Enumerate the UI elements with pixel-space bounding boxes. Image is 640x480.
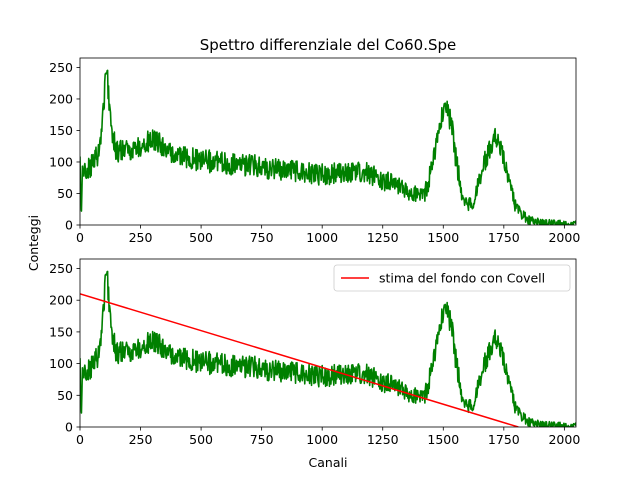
x-tick-label: 250: [129, 230, 153, 245]
x-tick-label: 0: [76, 230, 84, 245]
x-tick-label: 1500: [427, 432, 459, 447]
legend: stima del fondo con Covell: [333, 264, 571, 292]
bottom-panel: 0 250 500 750 1000 1250 1500 1750 2000 0 50 100 150 2…: [49, 258, 580, 447]
y-tick-label: 100: [49, 154, 73, 169]
y-tick-label: 150: [49, 324, 73, 339]
top-panel: 0 250 500 750 1000 1250 1500 1750 2000 0 50 100 150 2…: [49, 57, 580, 245]
y-tick-label: 200: [49, 293, 73, 308]
y-tick-label: 0: [65, 420, 73, 435]
x-tick-label: 2000: [548, 432, 580, 447]
x-tick-label: 1750: [488, 230, 520, 245]
y-tick-label: 200: [49, 91, 73, 106]
y-tick-label: 50: [57, 186, 73, 201]
y-tick-label: 100: [49, 356, 73, 371]
x-tick-label: 500: [189, 432, 213, 447]
x-tick-label: 1750: [488, 432, 520, 447]
x-tick-label: 1500: [427, 230, 459, 245]
x-tick-label: 0: [76, 432, 84, 447]
y-tick-label: 150: [49, 123, 73, 138]
x-tick-label: 1000: [306, 230, 338, 245]
background-estimate-line: [80, 293, 519, 427]
axes-frame: [79, 258, 577, 428]
plot-area: [80, 270, 576, 427]
spectrum-series: [80, 69, 576, 225]
chart-title: Spettro differenziale del Co60.Spe: [200, 36, 457, 54]
x-tick-label: 1000: [306, 432, 338, 447]
x-tick-label: 1250: [367, 432, 399, 447]
y-tick-label: 250: [49, 261, 73, 276]
x-tick-label: 750: [250, 230, 274, 245]
plot-area: [80, 69, 576, 225]
legend-box: [333, 264, 571, 292]
x-axis-label: Canali: [309, 455, 348, 470]
y-axis-label: Conteggi: [26, 215, 41, 271]
x-tick-label: 500: [189, 230, 213, 245]
x-tick-label: 250: [129, 432, 153, 447]
legend-label: stima del fondo con Covell: [379, 271, 545, 286]
x-tick-label: 2000: [548, 230, 580, 245]
axes-frame: [79, 57, 577, 226]
y-tick-label: 250: [49, 60, 73, 75]
x-tick-label: 750: [250, 432, 274, 447]
y-tick-label: 0: [65, 218, 73, 233]
y-tick-label: 50: [57, 388, 73, 403]
x-tick-label: 1250: [367, 230, 399, 245]
